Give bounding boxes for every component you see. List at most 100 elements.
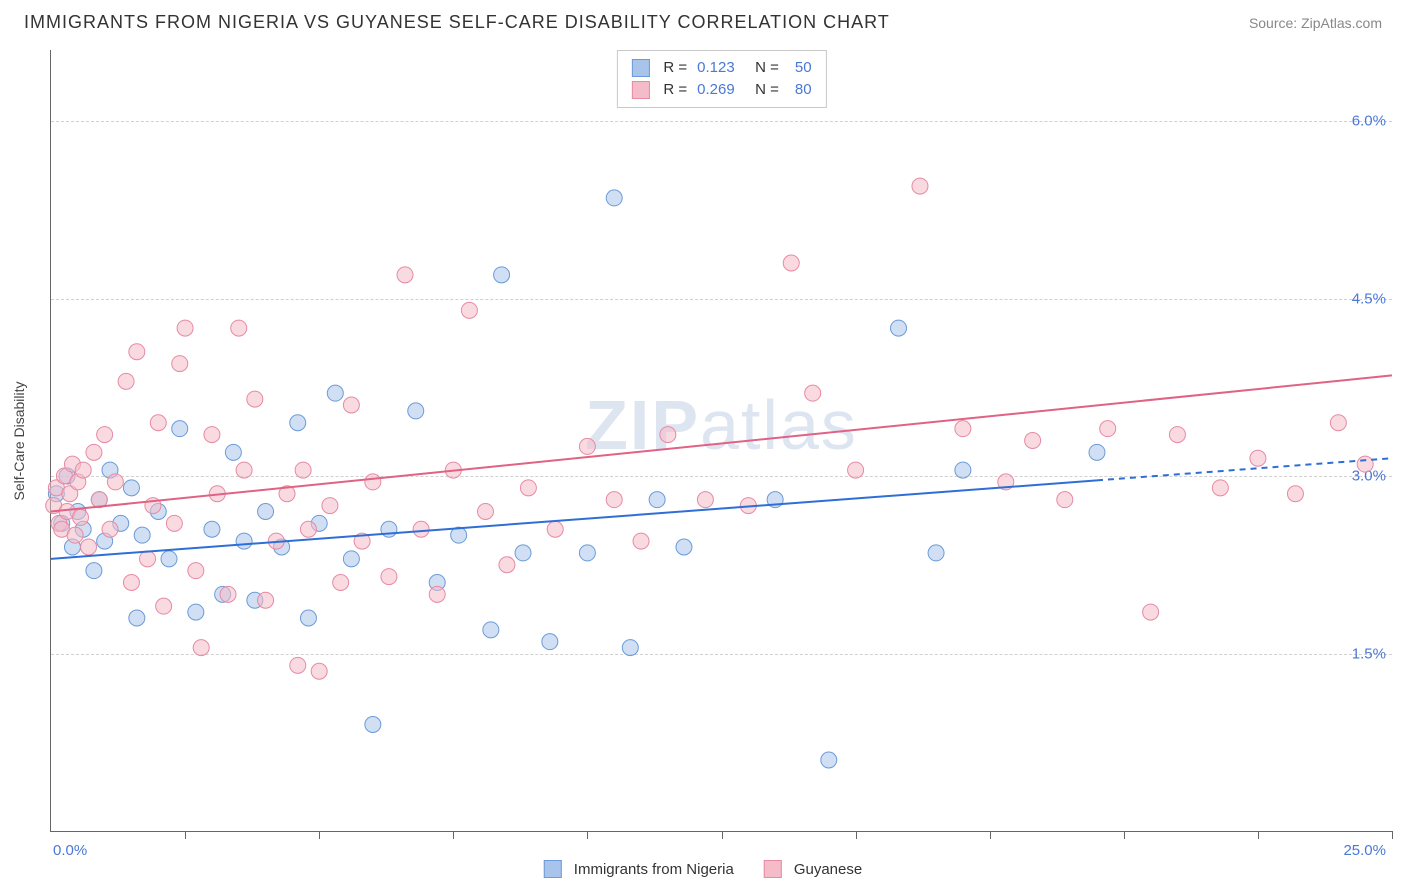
legend-label-nigeria: Immigrants from Nigeria xyxy=(574,861,734,878)
scatter-point-nigeria xyxy=(579,545,595,561)
scatter-point-nigeria xyxy=(955,462,971,478)
scatter-point-nigeria xyxy=(172,421,188,437)
scatter-point-guyanese xyxy=(783,255,799,271)
scatter-point-guyanese xyxy=(1143,604,1159,620)
scatter-point-nigeria xyxy=(123,480,139,496)
scatter-point-nigeria xyxy=(236,533,252,549)
scatter-point-guyanese xyxy=(381,569,397,585)
source-prefix: Source: xyxy=(1249,15,1301,31)
y-axis-title: Self-Care Disability xyxy=(11,381,27,500)
scatter-point-guyanese xyxy=(204,427,220,443)
chart-header: IMMIGRANTS FROM NIGERIA VS GUYANESE SELF… xyxy=(0,0,1406,41)
scatter-point-guyanese xyxy=(290,657,306,673)
legend-row-nigeria: R = 0.123 N = 50 xyxy=(631,57,811,79)
swatch-guyanese-icon xyxy=(764,860,782,878)
scatter-point-guyanese xyxy=(107,474,123,490)
x-tick xyxy=(453,831,454,839)
scatter-point-guyanese xyxy=(177,320,193,336)
scatter-point-nigeria xyxy=(494,267,510,283)
scatter-point-nigeria xyxy=(606,190,622,206)
scatter-point-nigeria xyxy=(86,563,102,579)
scatter-point-guyanese xyxy=(188,563,204,579)
scatter-point-nigeria xyxy=(204,521,220,537)
scatter-point-guyanese xyxy=(322,498,338,514)
source-attribution: Source: ZipAtlas.com xyxy=(1249,15,1382,31)
x-tick xyxy=(185,831,186,839)
scatter-point-nigeria xyxy=(258,504,274,520)
x-tick xyxy=(1258,831,1259,839)
scatter-point-guyanese xyxy=(579,438,595,454)
scatter-point-guyanese xyxy=(520,480,536,496)
scatter-point-guyanese xyxy=(258,592,274,608)
scatter-point-guyanese xyxy=(140,551,156,567)
scatter-point-guyanese xyxy=(955,421,971,437)
n-label: N = xyxy=(755,57,779,79)
x-tick xyxy=(319,831,320,839)
scatter-point-nigeria xyxy=(134,527,150,543)
scatter-point-guyanese xyxy=(231,320,247,336)
scatter-point-guyanese xyxy=(73,509,89,525)
scatter-point-guyanese xyxy=(547,521,563,537)
legend-item-guyanese: Guyanese xyxy=(764,860,862,878)
scatter-point-guyanese xyxy=(97,427,113,443)
scatter-point-nigeria xyxy=(891,320,907,336)
scatter-svg xyxy=(51,50,1392,831)
swatch-nigeria-icon xyxy=(631,59,649,77)
chart-title: IMMIGRANTS FROM NIGERIA VS GUYANESE SELF… xyxy=(24,12,890,33)
scatter-point-nigeria xyxy=(649,492,665,508)
scatter-point-nigeria xyxy=(225,444,241,460)
x-max-label: 25.0% xyxy=(1343,842,1386,859)
scatter-point-nigeria xyxy=(343,551,359,567)
scatter-point-guyanese xyxy=(311,663,327,679)
correlation-legend: R = 0.123 N = 50 R = 0.269 N = 80 xyxy=(616,50,826,108)
scatter-point-guyanese xyxy=(660,427,676,443)
scatter-point-guyanese xyxy=(633,533,649,549)
r-value-nigeria: 0.123 xyxy=(697,57,745,79)
r-value-guyanese: 0.269 xyxy=(697,79,745,101)
scatter-point-guyanese xyxy=(123,575,139,591)
x-tick xyxy=(722,831,723,839)
scatter-point-guyanese xyxy=(220,586,236,602)
scatter-point-nigeria xyxy=(622,640,638,656)
scatter-point-nigeria xyxy=(327,385,343,401)
n-value-nigeria: 50 xyxy=(795,57,812,79)
scatter-point-guyanese xyxy=(150,415,166,431)
source-name: ZipAtlas.com xyxy=(1301,15,1382,31)
scatter-point-guyanese xyxy=(1212,480,1228,496)
scatter-point-guyanese xyxy=(461,302,477,318)
scatter-point-nigeria xyxy=(290,415,306,431)
x-tick xyxy=(1392,831,1393,839)
n-value-guyanese: 80 xyxy=(795,79,812,101)
scatter-point-guyanese xyxy=(606,492,622,508)
scatter-point-guyanese xyxy=(1287,486,1303,502)
swatch-nigeria-icon xyxy=(544,860,562,878)
scatter-point-nigeria xyxy=(1089,444,1105,460)
scatter-point-guyanese xyxy=(1100,421,1116,437)
n-label-b: N = xyxy=(755,79,779,101)
scatter-point-guyanese xyxy=(102,521,118,537)
scatter-point-guyanese xyxy=(413,521,429,537)
scatter-point-guyanese xyxy=(166,515,182,531)
scatter-point-guyanese xyxy=(805,385,821,401)
scatter-point-guyanese xyxy=(172,356,188,372)
scatter-point-guyanese xyxy=(397,267,413,283)
x-tick xyxy=(1124,831,1125,839)
scatter-point-guyanese xyxy=(343,397,359,413)
scatter-point-guyanese xyxy=(156,598,172,614)
x-tick xyxy=(856,831,857,839)
scatter-point-guyanese xyxy=(81,539,97,555)
scatter-point-guyanese xyxy=(300,521,316,537)
scatter-point-nigeria xyxy=(928,545,944,561)
scatter-point-guyanese xyxy=(75,462,91,478)
scatter-point-guyanese xyxy=(333,575,349,591)
r-label-b: R = xyxy=(663,79,687,101)
scatter-point-nigeria xyxy=(676,539,692,555)
r-label: R = xyxy=(663,57,687,79)
scatter-point-guyanese xyxy=(295,462,311,478)
scatter-point-nigeria xyxy=(542,634,558,650)
scatter-point-guyanese xyxy=(1357,456,1373,472)
scatter-point-nigeria xyxy=(821,752,837,768)
scatter-point-nigeria xyxy=(188,604,204,620)
scatter-point-guyanese xyxy=(848,462,864,478)
scatter-point-guyanese xyxy=(697,492,713,508)
